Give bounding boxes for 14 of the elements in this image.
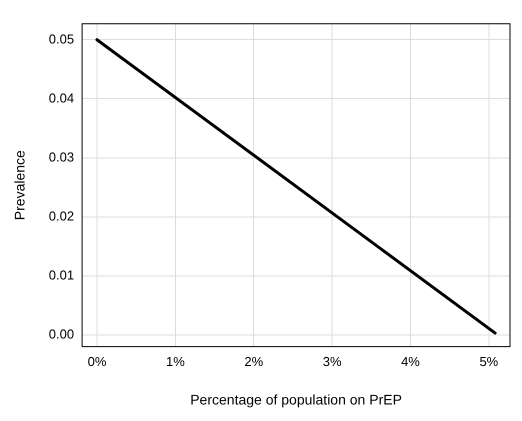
x-axis-title: Percentage of population on PrEP: [190, 391, 402, 408]
y-tick-label: 0.01: [48, 267, 74, 282]
y-tick-label: 0.05: [48, 31, 74, 46]
x-tick-label: 3%: [322, 354, 342, 369]
y-axis-title: Prevalence: [11, 150, 28, 220]
x-tick-label: 0%: [88, 354, 107, 369]
y-tick-label: 0.00: [48, 326, 74, 342]
y-tick-label: 0.04: [48, 90, 74, 106]
x-tick-label: 5%: [479, 354, 499, 369]
y-tick-label: 0.02: [48, 208, 74, 224]
y-tick-label: 0.03: [48, 149, 74, 164]
x-tick-label: 2%: [244, 354, 264, 369]
x-tick-label: 1%: [166, 354, 186, 369]
x-tick-label: 4%: [401, 354, 420, 369]
